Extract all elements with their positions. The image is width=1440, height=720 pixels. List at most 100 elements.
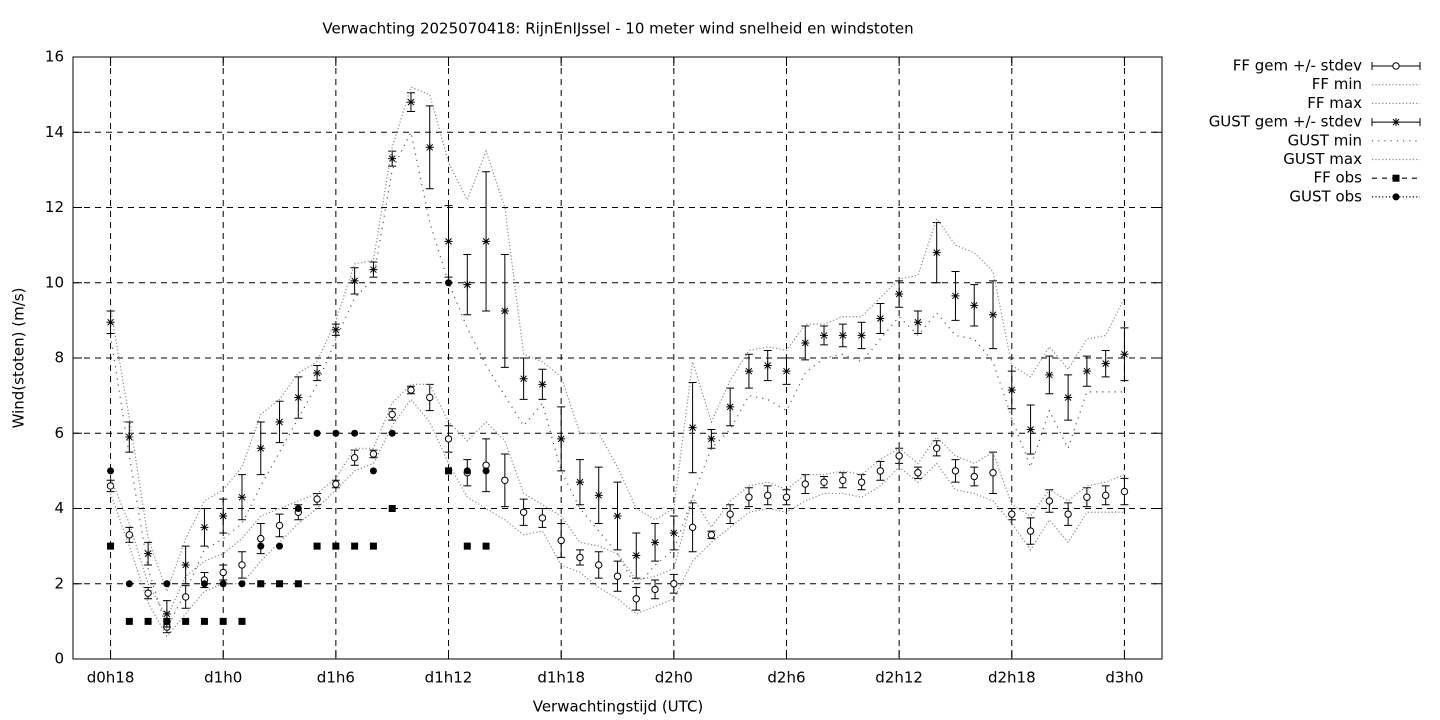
data-point bbox=[482, 542, 490, 550]
data-point bbox=[144, 589, 152, 597]
data-point bbox=[989, 310, 998, 319]
data-point bbox=[200, 523, 209, 532]
series-line bbox=[109, 130, 1125, 631]
legend-label: GUST max bbox=[1283, 150, 1362, 168]
data-point bbox=[388, 410, 396, 419]
data-point bbox=[313, 495, 321, 503]
x-tick-label: d1h18 bbox=[537, 669, 585, 687]
data-point bbox=[144, 549, 153, 558]
data-point bbox=[932, 444, 941, 452]
data-point bbox=[407, 386, 415, 394]
data-point bbox=[219, 580, 227, 588]
data-point bbox=[276, 542, 284, 550]
data-point bbox=[801, 338, 810, 347]
data-point bbox=[482, 467, 490, 475]
x-tick-label: d1h6 bbox=[317, 669, 355, 687]
data-point bbox=[332, 542, 340, 550]
legend-label: GUST min bbox=[1288, 131, 1362, 149]
data-point bbox=[1008, 510, 1016, 518]
data-point bbox=[294, 393, 303, 402]
data-point bbox=[1064, 510, 1072, 518]
data-point bbox=[125, 580, 133, 588]
data-point bbox=[1120, 350, 1129, 359]
data-point bbox=[107, 542, 115, 550]
data-point bbox=[1045, 370, 1054, 379]
data-point bbox=[351, 542, 359, 550]
y-tick-label: 14 bbox=[45, 123, 64, 141]
data-point bbox=[219, 568, 227, 577]
legend-label: FF min bbox=[1312, 75, 1362, 93]
data-point bbox=[857, 478, 866, 486]
data-point bbox=[970, 301, 979, 310]
data-point bbox=[237, 493, 246, 502]
data-point bbox=[688, 423, 697, 432]
data-point bbox=[445, 279, 453, 287]
data-point bbox=[782, 367, 791, 376]
x-tick-label: d1h0 bbox=[204, 669, 242, 687]
y-tick-label: 10 bbox=[45, 273, 64, 291]
data-point bbox=[463, 467, 471, 475]
data-point bbox=[257, 580, 265, 588]
data-point bbox=[951, 467, 960, 475]
data-point bbox=[707, 434, 716, 443]
data-point bbox=[332, 480, 340, 488]
series-line bbox=[109, 383, 1125, 619]
data-point bbox=[595, 561, 603, 569]
x-tick-label: d1h12 bbox=[425, 669, 473, 687]
x-tick-label: d0h18 bbox=[87, 669, 135, 687]
data-point bbox=[163, 617, 171, 625]
data-point bbox=[970, 472, 978, 481]
data-point bbox=[125, 617, 133, 625]
data-point bbox=[369, 450, 378, 458]
data-point bbox=[1120, 487, 1129, 496]
data-point bbox=[332, 429, 340, 437]
data-point bbox=[181, 560, 190, 569]
data-point bbox=[125, 433, 134, 442]
plot-frame bbox=[72, 56, 1163, 660]
data-point bbox=[744, 367, 753, 376]
data-point bbox=[613, 512, 622, 521]
data-point bbox=[820, 478, 828, 486]
data-point bbox=[463, 280, 472, 289]
data-point bbox=[388, 154, 397, 163]
data-point bbox=[350, 454, 359, 462]
data-point bbox=[1082, 367, 1091, 376]
data-point bbox=[764, 491, 772, 500]
data-point bbox=[1045, 497, 1054, 505]
y-tick-label: 12 bbox=[45, 198, 64, 216]
legend-marker bbox=[1392, 174, 1400, 182]
data-point bbox=[1026, 527, 1035, 535]
legend-marker bbox=[1392, 118, 1400, 127]
data-point bbox=[162, 609, 171, 618]
data-point bbox=[707, 531, 716, 539]
data-point bbox=[519, 508, 528, 516]
data-point bbox=[613, 572, 622, 580]
data-point bbox=[125, 531, 134, 539]
legend-marker bbox=[1392, 62, 1400, 70]
y-tick-label: 0 bbox=[54, 650, 64, 668]
data-point bbox=[313, 542, 321, 550]
x-tick-label: d2h0 bbox=[655, 669, 693, 687]
legend-label: FF gem +/- stdev bbox=[1233, 57, 1362, 75]
data-point bbox=[238, 617, 246, 625]
legend-marker bbox=[1392, 193, 1400, 201]
data-point bbox=[632, 595, 640, 603]
data-point bbox=[1101, 359, 1110, 368]
data-point bbox=[444, 237, 453, 246]
data-point bbox=[500, 306, 509, 315]
y-tick-label: 4 bbox=[54, 499, 64, 517]
data-point bbox=[557, 434, 566, 443]
data-point bbox=[444, 435, 453, 443]
data-point bbox=[501, 476, 509, 484]
data-point bbox=[313, 429, 321, 437]
data-point bbox=[257, 542, 265, 550]
x-tick-label: d2h6 bbox=[767, 669, 805, 687]
data-point bbox=[463, 542, 471, 550]
x-tick-label: d3h0 bbox=[1105, 669, 1143, 687]
data-point bbox=[388, 505, 396, 512]
data-point bbox=[445, 467, 453, 475]
y-tick-label: 8 bbox=[54, 349, 64, 367]
y-tick-label: 2 bbox=[54, 574, 64, 592]
legend-label: GUST obs bbox=[1289, 187, 1362, 205]
data-point bbox=[688, 523, 697, 532]
